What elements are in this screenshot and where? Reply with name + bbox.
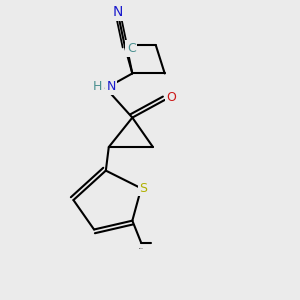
Text: H: H xyxy=(93,80,102,93)
Text: O: O xyxy=(166,91,176,104)
Text: C: C xyxy=(127,42,136,55)
Text: S: S xyxy=(139,182,147,195)
Text: N: N xyxy=(106,80,116,93)
Text: methyl: methyl xyxy=(139,248,144,249)
Text: N: N xyxy=(112,5,123,20)
